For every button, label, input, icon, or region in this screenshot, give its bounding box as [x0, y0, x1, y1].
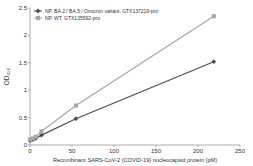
- data-point: [34, 135, 38, 139]
- legend-marker: [36, 16, 40, 20]
- y-tick: [28, 35, 30, 36]
- data-point: [211, 59, 216, 64]
- x-axis-label: Recombinant SARS-CoV-2 (COVID-19) nucleo…: [53, 157, 217, 163]
- series-line: [30, 62, 214, 141]
- y-tick: [28, 8, 30, 9]
- x-tick: [198, 145, 199, 147]
- chart: 0 50 100 150 200 250 0 0.5 1 1.5 2 2.5 Recombinant S…: [0, 0, 253, 166]
- x-tick-label: 150: [151, 148, 162, 154]
- data-point: [74, 116, 79, 121]
- legend-label: NP, WT, GTX135592-pro: [45, 15, 100, 21]
- x-tick: [240, 145, 241, 147]
- legend-label: NP, BA.2 / BA.5 / Omicron variant, GTX13…: [45, 8, 158, 14]
- y-tick-label: 1.5: [19, 60, 28, 66]
- y-tick-label: 1: [24, 87, 28, 93]
- y-tick-label: 2: [24, 32, 28, 38]
- plot-area: [28, 14, 217, 143]
- y-axis-label: OD₄₅₀: [3, 67, 10, 85]
- x-tick: [114, 145, 115, 147]
- x-tick: [72, 145, 73, 147]
- y-tick-label: 2.5: [19, 5, 28, 11]
- series-line: [30, 16, 214, 139]
- y-tick: [28, 90, 30, 91]
- y-tick-label: 0: [24, 142, 28, 148]
- y-tick-label: 0.5: [19, 115, 28, 121]
- x-tick-label: 200: [193, 148, 204, 154]
- x-tick-label: 50: [69, 148, 76, 154]
- y-tick: [28, 62, 30, 63]
- y-tick: [28, 145, 30, 146]
- x-tick-label: 0: [28, 148, 32, 154]
- data-point: [39, 129, 43, 133]
- data-point: [74, 104, 78, 108]
- legend-marker: [36, 9, 41, 14]
- y-tick: [28, 117, 30, 118]
- y-axis: [30, 8, 31, 145]
- x-tick: [156, 145, 157, 147]
- x-tick-label: 250: [235, 148, 246, 154]
- data-point: [212, 14, 216, 18]
- x-tick-label: 100: [109, 148, 120, 154]
- x-axis: [30, 145, 240, 146]
